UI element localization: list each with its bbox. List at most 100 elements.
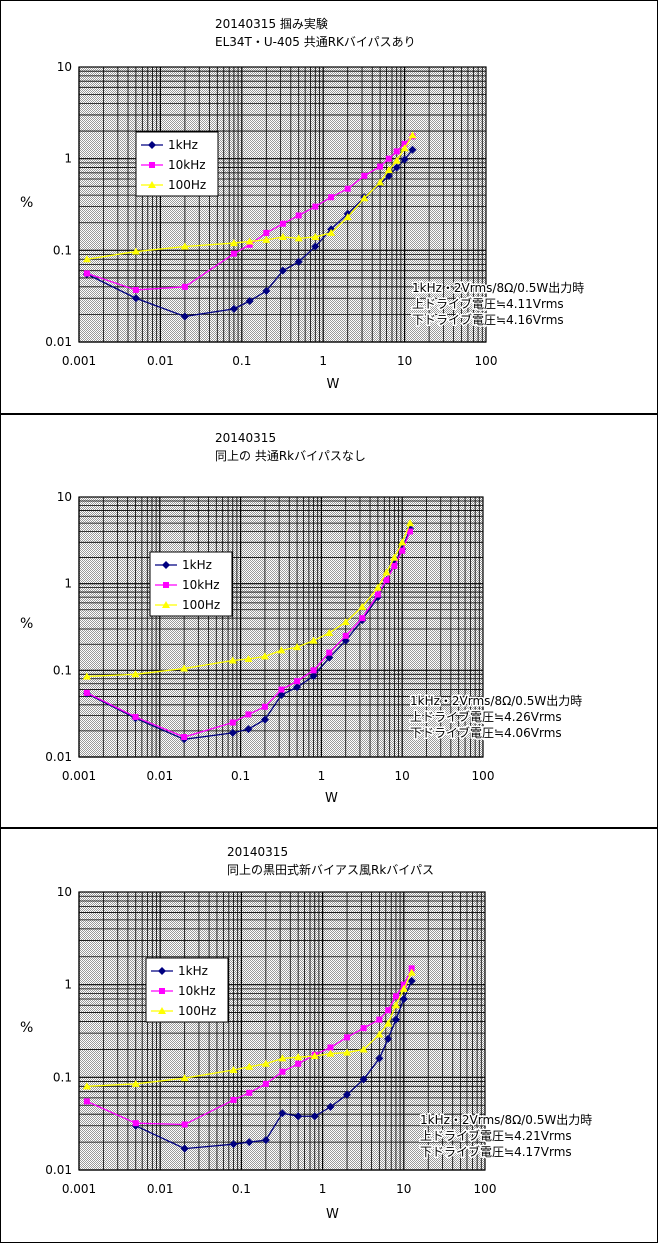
chart-title: 20140315 <box>215 431 276 445</box>
data-point <box>407 968 416 976</box>
data-point <box>327 228 336 236</box>
data-point <box>246 1089 253 1096</box>
data-point <box>278 1054 287 1062</box>
data-point <box>82 672 91 680</box>
data-point <box>228 656 237 664</box>
data-point <box>310 667 317 674</box>
legend-label: 10kHz <box>168 158 206 172</box>
data-point <box>390 553 399 561</box>
data-point <box>408 131 417 139</box>
data-point <box>229 1065 238 1073</box>
chart-panel: 20140315 掴み実験 EL34T・U-405 共通RKバイパスあり 0.001… <box>0 0 658 414</box>
legend-marker <box>162 601 170 608</box>
data-point <box>373 583 382 591</box>
y-tick-label: 0.1 <box>53 1070 72 1084</box>
data-point <box>83 1098 90 1105</box>
data-point <box>132 1120 139 1127</box>
measurement-note: 上ドライブ電圧≒4.11Vrms <box>412 296 564 311</box>
data-point <box>407 528 414 535</box>
y-tick-label: 10 <box>57 490 72 504</box>
data-point <box>131 1079 140 1087</box>
data-point <box>294 678 301 685</box>
data-point <box>180 242 189 250</box>
x-axis-label: W <box>326 1207 339 1222</box>
chart-title: 20140315 掴み実験 <box>215 16 328 31</box>
data-point <box>382 568 391 576</box>
x-axis-label: W <box>325 791 338 806</box>
x-tick-label: 0.01 <box>146 769 173 783</box>
data-point <box>245 1062 254 1070</box>
data-point <box>261 703 268 710</box>
data-point <box>132 286 139 293</box>
y-tick-label: 0.1 <box>53 663 72 677</box>
chart-title: 20140315 <box>227 845 288 859</box>
data-point <box>277 646 286 654</box>
data-point <box>391 1001 400 1009</box>
data-point <box>180 664 189 672</box>
data-point <box>384 1034 393 1043</box>
data-point <box>262 287 271 296</box>
legend-label: 100Hz <box>168 178 206 192</box>
data-point <box>376 178 385 186</box>
data-point <box>407 976 416 985</box>
y-tick-label: 0.01 <box>45 750 72 764</box>
y-axis-label: % <box>20 616 33 632</box>
data-point <box>180 1074 189 1082</box>
data-point <box>392 163 401 172</box>
legend-label: 100Hz <box>182 598 220 612</box>
data-point <box>181 1121 188 1128</box>
data-point <box>309 672 318 681</box>
y-tick-label: 10 <box>57 885 72 899</box>
data-point <box>398 538 407 546</box>
data-point <box>311 232 320 240</box>
data-point <box>279 1068 286 1075</box>
data-point <box>341 618 350 626</box>
series-100Hz <box>82 968 416 1090</box>
x-tick-label: 0.01 <box>147 354 174 368</box>
data-point <box>385 1007 392 1014</box>
measurement-note: 下ドライブ電圧≒4.16Vrms <box>412 312 564 327</box>
data-point <box>326 1049 335 1057</box>
data-point <box>181 283 188 290</box>
legend-marker <box>159 988 165 994</box>
data-point <box>278 232 287 240</box>
data-point <box>261 1136 270 1145</box>
data-point <box>391 1015 400 1024</box>
data-point <box>180 1144 189 1153</box>
data-point <box>245 711 252 718</box>
plot-area <box>79 497 483 757</box>
data-point <box>406 519 415 527</box>
data-point <box>262 235 271 243</box>
data-point <box>131 294 140 303</box>
data-point <box>229 239 238 247</box>
data-point <box>360 194 369 202</box>
grid <box>78 66 487 343</box>
data-point <box>261 1059 270 1067</box>
x-tick-label: 100 <box>475 354 498 368</box>
data-point <box>384 166 393 174</box>
x-tick-label: 1 <box>318 769 326 783</box>
data-point <box>82 255 91 263</box>
data-point <box>408 145 417 154</box>
measurement-note: 上ドライブ電圧≒4.26Vrms <box>410 709 562 724</box>
x-tick-label: 100 <box>474 1182 497 1196</box>
data-point <box>326 649 333 656</box>
data-point <box>359 1075 368 1084</box>
series-100Hz <box>82 519 415 680</box>
data-point <box>131 670 140 678</box>
x-tick-label: 100 <box>472 769 495 783</box>
data-point <box>400 981 407 988</box>
data-point <box>246 241 253 248</box>
legend-label: 1kHz <box>178 964 208 978</box>
y-tick-label: 0.01 <box>45 1163 72 1177</box>
data-point <box>131 247 140 255</box>
data-point <box>326 1102 335 1111</box>
legend-marker <box>149 162 155 168</box>
data-point <box>359 615 366 622</box>
data-point <box>310 1051 319 1059</box>
x-tick-label: 0.01 <box>147 1182 174 1196</box>
measurement-note: 上ドライブ電圧≒4.21Vrms <box>420 1128 572 1143</box>
y-tick-label: 10 <box>57 60 72 74</box>
measurement-note: 下ドライブ電圧≒4.17Vrms <box>420 1144 572 1159</box>
x-tick-label: 0.1 <box>231 769 250 783</box>
